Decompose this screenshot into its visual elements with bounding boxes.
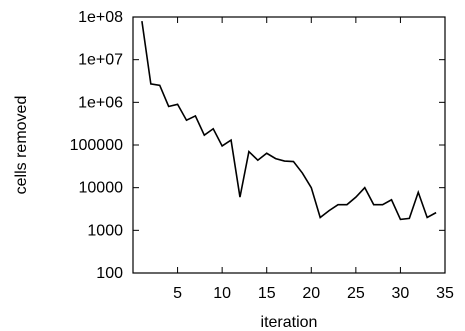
- x-tick-label: 20: [302, 285, 320, 302]
- y-tick-label: 100: [96, 265, 123, 282]
- y-tick-label: 10000: [79, 180, 124, 197]
- y-tick-label: 1e+06: [78, 94, 123, 111]
- y-axis-label: cells removed: [13, 96, 30, 195]
- x-tick-label: 15: [258, 285, 276, 302]
- x-tick-label: 5: [173, 285, 182, 302]
- x-tick-label: 10: [213, 285, 231, 302]
- plot-frame: [132, 16, 446, 274]
- plot-area: [132, 16, 446, 274]
- y-tick-label: 1e+07: [78, 52, 123, 69]
- series-line: [141, 21, 437, 221]
- x-axis-label: iteration: [261, 314, 318, 331]
- series-layer: [141, 21, 437, 221]
- y-tick-label: 1000: [87, 222, 123, 239]
- y-tick-label: 100000: [70, 137, 123, 154]
- y-axis: 1e+08 1e+07 1e+06 100000 10000 1000 100: [70, 9, 445, 282]
- x-tick-label: 25: [347, 285, 365, 302]
- x-axis: 5 10 15 20 25 30 35: [173, 17, 454, 302]
- x-tick-label: 30: [392, 285, 410, 302]
- x-tick-label: 35: [436, 285, 454, 302]
- y-tick-label: 1e+08: [78, 9, 123, 26]
